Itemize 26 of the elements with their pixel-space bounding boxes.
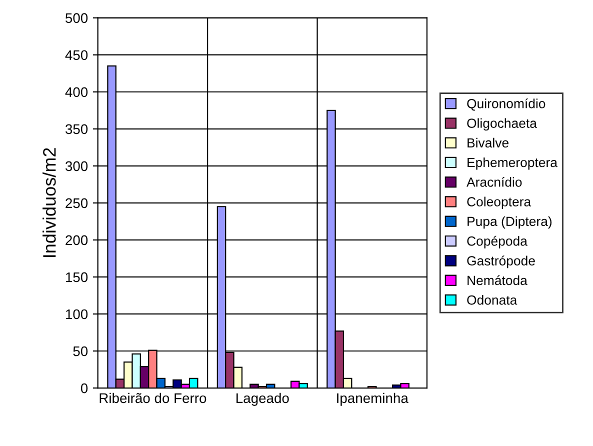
legend-label: Bivalve — [468, 138, 508, 148]
x-tick-label: Ribeirão do Ferro — [100, 392, 206, 404]
legend-label: Quironomídio — [467, 98, 546, 111]
y-tick-label: 250 — [66, 198, 88, 208]
legend-label: Coleoptera — [467, 196, 532, 210]
y-tick-label: 500 — [66, 13, 88, 24]
legend-label: Odonata — [467, 295, 518, 305]
x-tick-label: Ipaneminha — [337, 392, 408, 406]
y-tick-label: 450 — [65, 50, 88, 60]
legend-label: Gastrópode — [467, 256, 535, 268]
legend-label: Ephemeroptera — [468, 157, 558, 170]
y-tick-label: 400 — [65, 87, 88, 98]
y-tick-label: 100 — [66, 309, 88, 320]
y-tick-label: 150 — [66, 272, 88, 282]
y-tick-label: 350 — [65, 124, 88, 134]
legend-label: Copépoda — [467, 236, 528, 248]
y-axis-title: Individuos/m2 — [42, 148, 56, 257]
y-tick-label: 0 — [80, 383, 88, 394]
x-tick-label: Lageado — [236, 392, 289, 406]
legend-label: Pupa (Diptera) — [468, 216, 552, 229]
legend-label: Nemátoda — [468, 275, 528, 286]
y-tick-label: 300 — [65, 161, 88, 172]
legend-label: Oligochaeta — [467, 118, 537, 131]
y-tick-label: 50 — [73, 346, 88, 356]
y-tick-label: 200 — [66, 235, 88, 246]
legend-label: Aracnídio — [466, 176, 522, 187]
